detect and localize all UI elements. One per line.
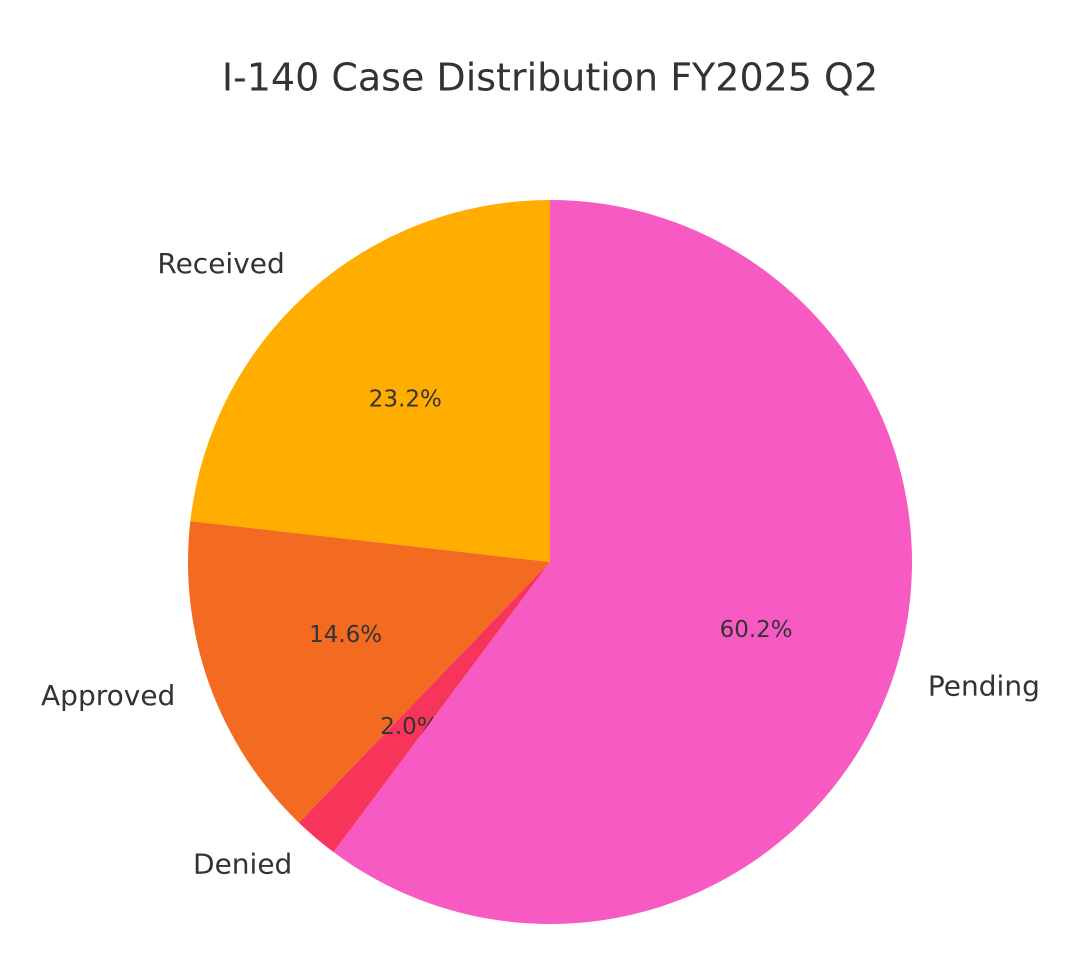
pie-slice xyxy=(298,562,550,853)
value-label: 14.6% xyxy=(309,622,382,648)
chart-title: I-140 Case Distribution FY2025 Q2 xyxy=(222,56,878,100)
slice-label: Pending xyxy=(928,669,1040,702)
pie-slice xyxy=(333,200,912,924)
pie-slice xyxy=(187,521,550,823)
value-label: 60.2% xyxy=(720,617,793,643)
value-label: 23.2% xyxy=(369,386,442,412)
slice-label: Denied xyxy=(193,848,292,881)
pie-slice xyxy=(190,200,551,562)
slice-label: Received xyxy=(157,247,284,280)
slice-label: Approved xyxy=(41,679,175,712)
